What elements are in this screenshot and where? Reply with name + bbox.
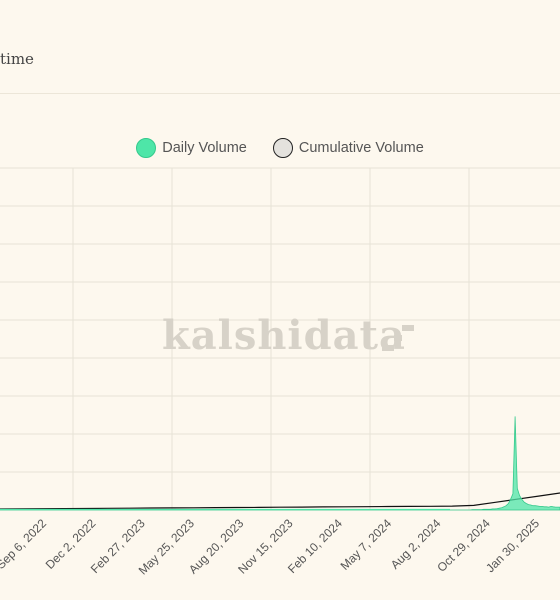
legend-label-cumulative: Cumulative Volume	[298, 140, 424, 156]
x-tick-label: Jan 30, 2025	[483, 516, 542, 575]
legend-swatch-cumulative	[272, 138, 293, 158]
legend-label-daily: Daily Volume	[162, 140, 247, 156]
header-divider	[0, 93, 560, 94]
daily-volume-area	[0, 416, 560, 511]
chart-legend: Daily Volume Cumulative Volume	[0, 138, 560, 158]
legend-item-daily-volume[interactable]: Daily Volume	[136, 138, 247, 158]
legend-item-cumulative-volume[interactable]: Cumulative Volume	[272, 138, 424, 158]
x-tick-label: May 7, 2024	[338, 516, 395, 573]
chart-title-fragment: time	[0, 50, 34, 68]
watermark-text: kalshidata	[162, 312, 406, 359]
legend-swatch-daily	[136, 138, 157, 158]
watermark-logo-icon	[382, 325, 414, 351]
cumulative-volume-line	[0, 492, 560, 510]
x-tick-label: Sep 6, 2022	[0, 516, 49, 572]
